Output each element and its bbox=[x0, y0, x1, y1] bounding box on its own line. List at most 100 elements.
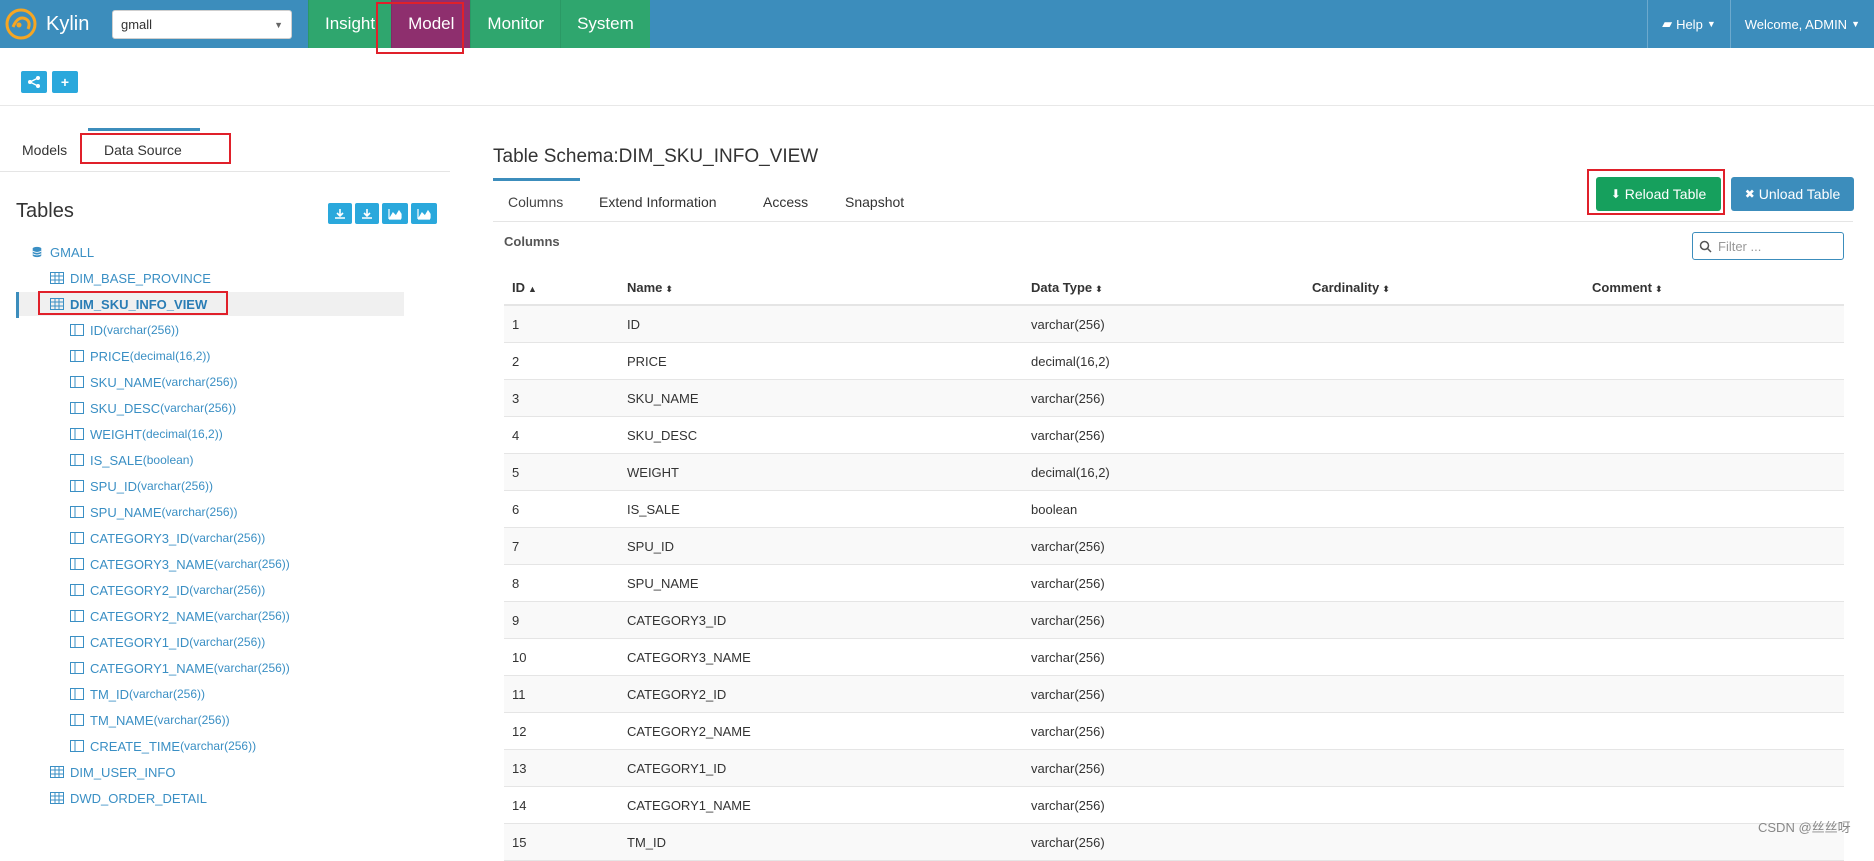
tree-label: DWD_ORDER_DETAIL bbox=[70, 790, 208, 806]
cell-data-type: varchar(256) bbox=[1031, 539, 1105, 554]
column-type: (varchar(256)) bbox=[213, 661, 290, 675]
cell-name: CATEGORY1_NAME bbox=[627, 798, 751, 813]
table-row: 9 CATEGORY3_ID varchar(256) bbox=[504, 602, 1844, 639]
column-header-comment[interactable]: Comment ⬍ bbox=[1592, 280, 1663, 295]
reload-table-label: Reload Table bbox=[1624, 186, 1707, 202]
cell-id: 14 bbox=[512, 798, 527, 813]
tree-label: CATEGORY2_NAME bbox=[90, 608, 214, 624]
add-streaming-table-button[interactable] bbox=[382, 203, 408, 224]
cell-name: CATEGORY2_ID bbox=[627, 687, 727, 702]
sort-icon: ⬍ bbox=[1654, 284, 1663, 294]
main-nav-tabs: Insight Model Monitor System bbox=[308, 0, 650, 48]
tab-extend-information[interactable]: Extend Information bbox=[599, 194, 717, 210]
tab-access[interactable]: Access bbox=[763, 194, 809, 210]
tab-models[interactable]: Models bbox=[22, 142, 68, 158]
tab-columns[interactable]: Columns bbox=[508, 194, 564, 210]
cell-id: 3 bbox=[512, 391, 520, 406]
column-icon bbox=[70, 402, 84, 414]
cell-name: WEIGHT bbox=[627, 465, 679, 480]
column-icon bbox=[70, 662, 84, 674]
tree-label: CATEGORY1_ID bbox=[90, 634, 190, 650]
tree-label: SKU_NAME bbox=[90, 374, 162, 390]
unload-table-button[interactable]: ✖ Unload Table bbox=[1731, 177, 1854, 211]
column-icon bbox=[70, 584, 84, 596]
tree-table[interactable]: DIM_USER_INFO bbox=[50, 760, 175, 784]
cell-data-type: decimal(16,2) bbox=[1031, 354, 1110, 369]
table-row: 3 SKU_NAME varchar(256) bbox=[504, 380, 1844, 417]
tree-column: CATEGORY3_ID (varchar(256)) bbox=[70, 526, 265, 550]
table-row: 6 IS_SALE boolean bbox=[504, 491, 1844, 528]
cell-data-type: varchar(256) bbox=[1031, 687, 1105, 702]
tree-column: PRICE (decimal(16,2)) bbox=[70, 344, 210, 368]
download-icon bbox=[335, 208, 345, 219]
reload-table-button[interactable]: ⬇ Reload Table bbox=[1596, 177, 1721, 211]
column-icon bbox=[70, 428, 84, 440]
column-type: (boolean) bbox=[142, 453, 194, 467]
kylin-logo-icon bbox=[5, 8, 37, 40]
column-header-id[interactable]: ID ▲ bbox=[512, 280, 537, 295]
table-row: 4 SKU_DESC varchar(256) bbox=[504, 417, 1844, 454]
column-type: (varchar(256)) bbox=[136, 479, 213, 493]
cell-data-type: boolean bbox=[1031, 502, 1078, 517]
cell-id: 8 bbox=[512, 576, 520, 591]
cell-id: 6 bbox=[512, 502, 520, 517]
table-row: 15 TM_ID varchar(256) bbox=[504, 824, 1844, 861]
table-row: 14 CATEGORY1_NAME varchar(256) bbox=[504, 787, 1844, 824]
column-icon bbox=[70, 558, 84, 570]
tree-label: DIM_BASE_PROVINCE bbox=[70, 270, 211, 286]
nav-tab-insight[interactable]: Insight bbox=[308, 0, 391, 48]
project-select[interactable]: gmall ▼ bbox=[112, 10, 292, 39]
column-header-name[interactable]: Name ⬍ bbox=[627, 280, 673, 295]
column-icon bbox=[70, 714, 84, 726]
model-wizard-button[interactable] bbox=[21, 71, 47, 93]
tree-column: CATEGORY3_NAME (varchar(256)) bbox=[70, 552, 290, 576]
top-navbar: Kylin gmall ▼ Insight Model Monitor System … bbox=[0, 0, 1874, 48]
cell-name: CATEGORY1_ID bbox=[627, 761, 727, 776]
filter-input[interactable] bbox=[1716, 237, 1836, 255]
load-table-button[interactable] bbox=[328, 203, 352, 224]
cell-id: 13 bbox=[512, 761, 527, 776]
user-menu[interactable]: Welcome, ADMIN ▼ bbox=[1729, 0, 1874, 48]
header-label: ID bbox=[512, 280, 525, 295]
tree-column: TM_NAME (varchar(256)) bbox=[70, 708, 230, 732]
table-row: 12 CATEGORY2_NAME varchar(256) bbox=[504, 713, 1844, 750]
tab-data-source[interactable]: Data Source bbox=[104, 142, 182, 158]
add-button[interactable]: + bbox=[52, 71, 78, 93]
column-header-cardinality[interactable]: Cardinality ⬍ bbox=[1312, 280, 1390, 295]
tree-column: CATEGORY2_NAME (varchar(256)) bbox=[70, 604, 290, 628]
nav-tab-model[interactable]: Model bbox=[391, 0, 471, 48]
tree-table[interactable]: DIM_BASE_PROVINCE bbox=[50, 266, 211, 290]
tree-database[interactable]: GMALL bbox=[30, 240, 94, 264]
tree-label: CREATE_TIME bbox=[90, 738, 181, 754]
cell-data-type: varchar(256) bbox=[1031, 798, 1105, 813]
tree-table[interactable]: DWD_ORDER_DETAIL bbox=[50, 786, 207, 810]
sort-icon: ⬍ bbox=[1382, 284, 1390, 294]
plus-icon: + bbox=[60, 74, 70, 90]
tree-column: CATEGORY1_NAME (varchar(256)) bbox=[70, 656, 290, 680]
add-kafka-table-button[interactable] bbox=[411, 203, 437, 224]
nav-tab-monitor[interactable]: Monitor bbox=[470, 0, 560, 48]
column-type: (decimal(16,2)) bbox=[129, 349, 211, 363]
cell-name: CATEGORY3_NAME bbox=[627, 650, 751, 665]
column-type: (varchar(256)) bbox=[189, 583, 266, 597]
tree-table-selected[interactable]: DIM_SKU_INFO_VIEW bbox=[16, 292, 404, 316]
column-icon bbox=[70, 506, 84, 518]
help-menu[interactable]: ▰ Help ▼ bbox=[1647, 0, 1730, 48]
filter-box bbox=[1692, 232, 1844, 260]
column-type: (varchar(256)) bbox=[180, 739, 257, 753]
cell-id: 15 bbox=[512, 835, 527, 850]
column-header-data-type[interactable]: Data Type ⬍ bbox=[1031, 280, 1103, 295]
brand[interactable]: Kylin bbox=[0, 0, 112, 48]
cell-data-type: varchar(256) bbox=[1031, 428, 1105, 443]
tree-label: TM_NAME bbox=[90, 712, 154, 728]
tree-column: SKU_DESC (varchar(256)) bbox=[70, 396, 236, 420]
cell-data-type: varchar(256) bbox=[1031, 835, 1105, 850]
load-table-from-tree-button[interactable] bbox=[355, 203, 379, 224]
cell-id: 9 bbox=[512, 613, 520, 628]
unload-table-label: Unload Table bbox=[1758, 186, 1841, 202]
tab-snapshot[interactable]: Snapshot bbox=[845, 194, 905, 210]
nav-tab-system[interactable]: System bbox=[560, 0, 650, 48]
cell-name: IS_SALE bbox=[627, 502, 680, 517]
column-type: (varchar(256)) bbox=[213, 609, 290, 623]
column-type: (varchar(256)) bbox=[103, 323, 180, 337]
